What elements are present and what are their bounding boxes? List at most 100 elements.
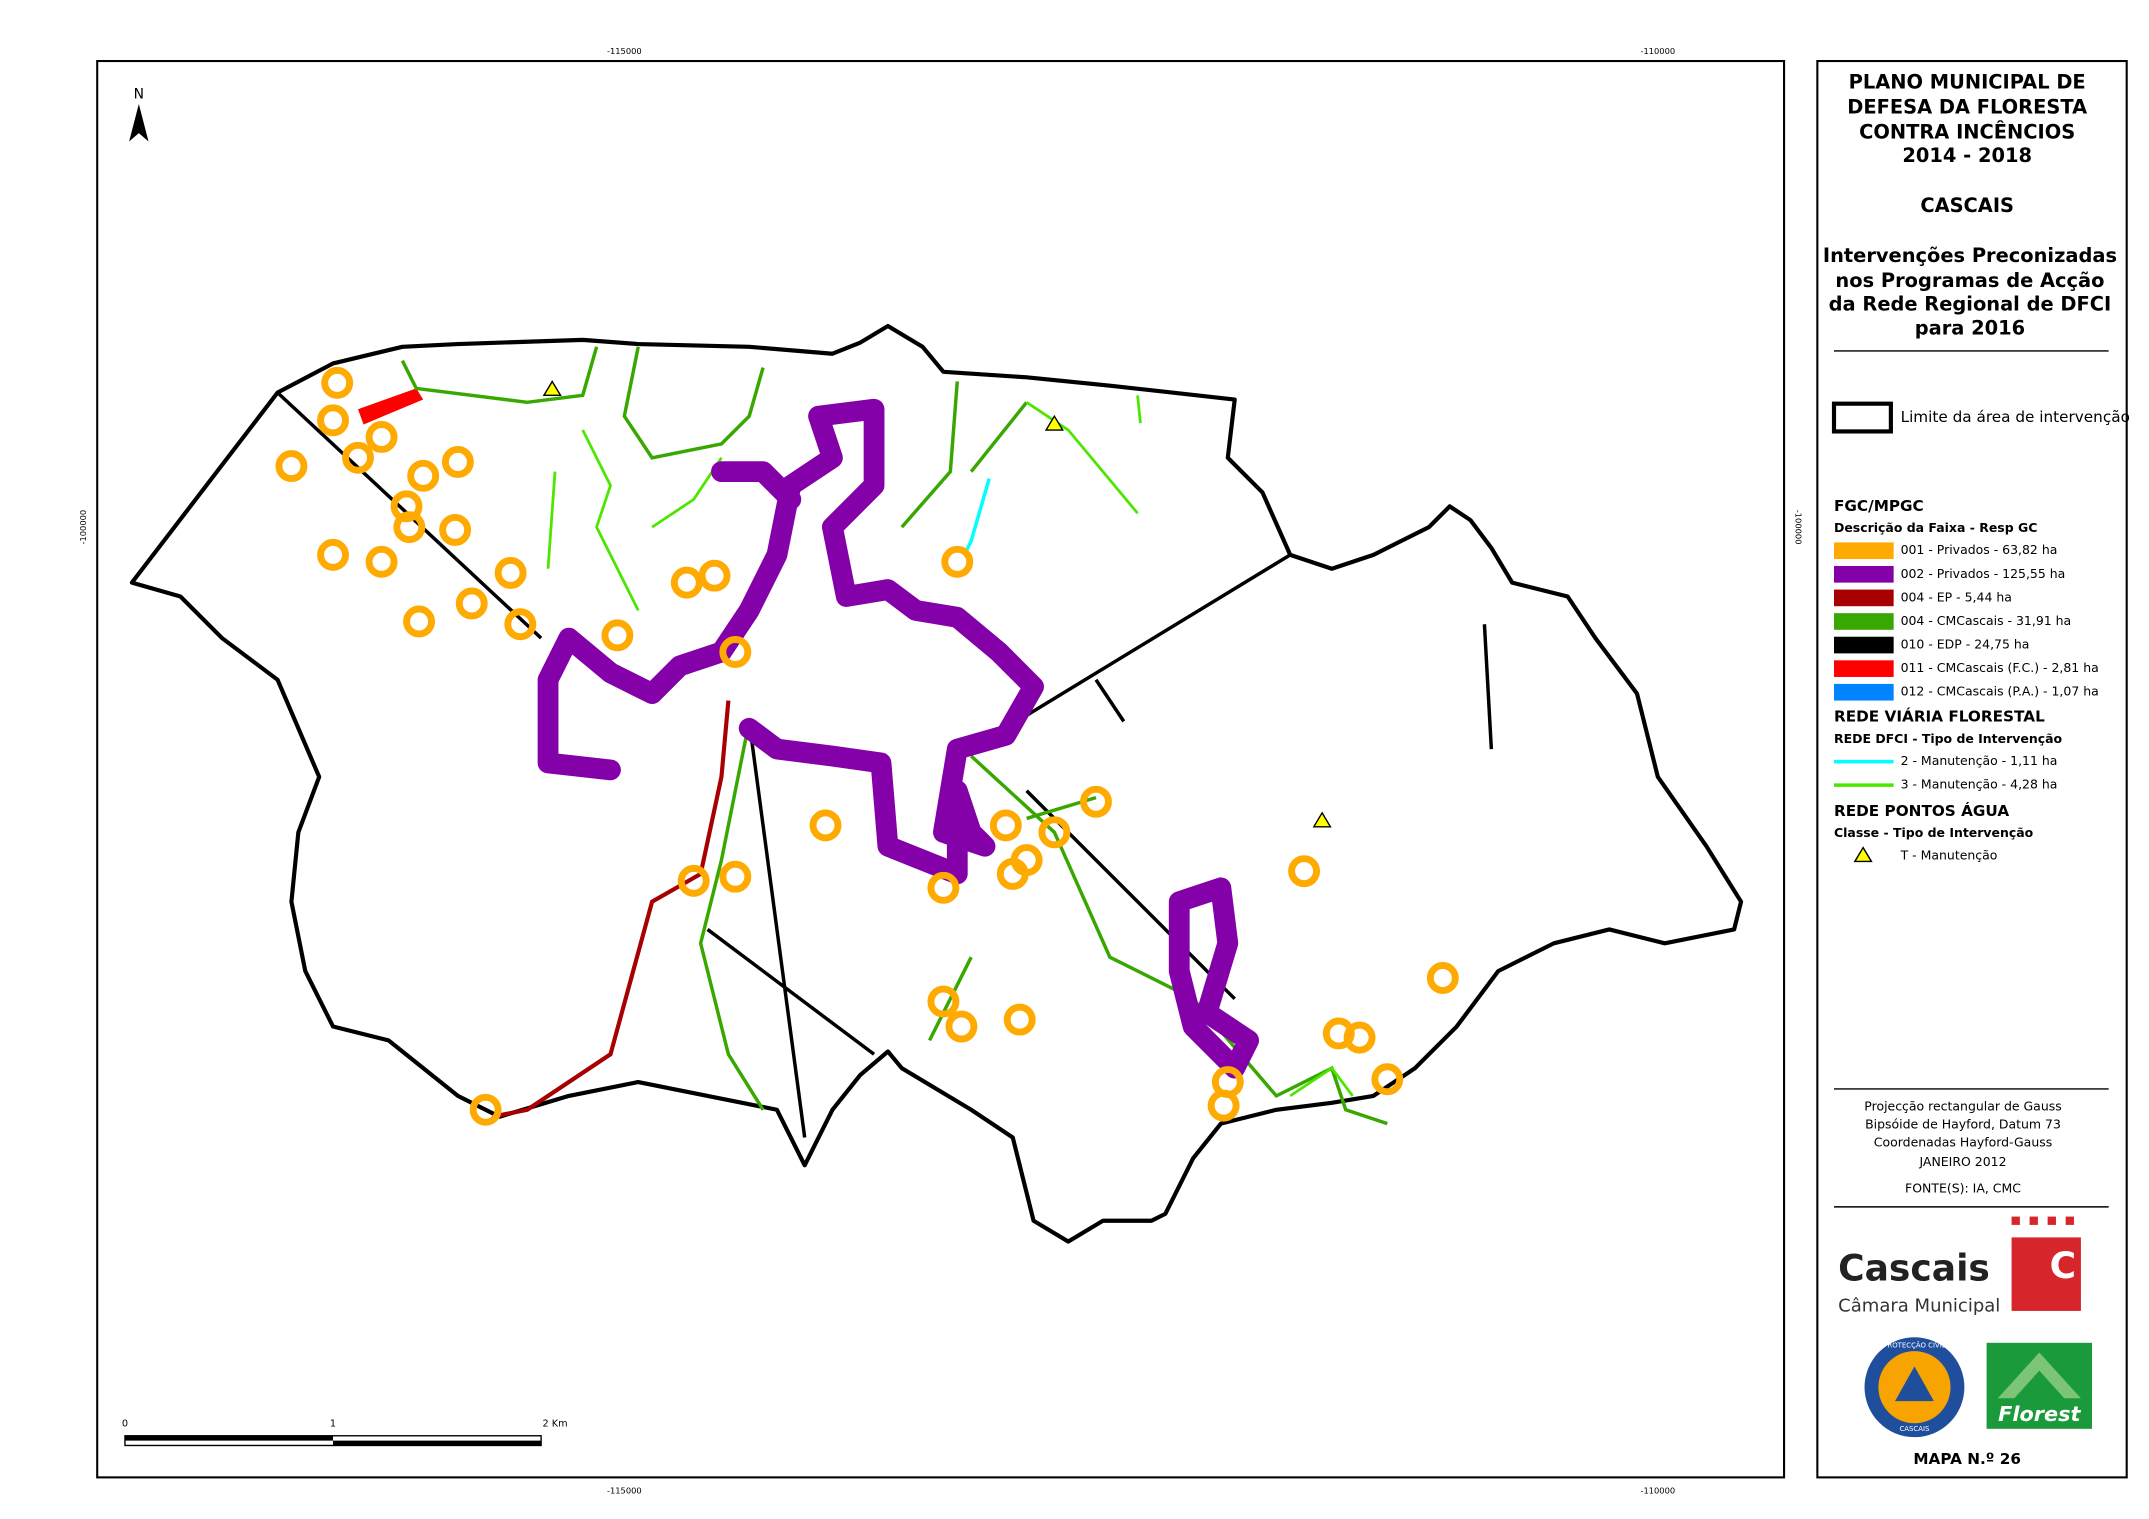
fgc-001-ring — [1010, 844, 1043, 877]
fgc-001-ring — [390, 490, 423, 523]
fgc-001-ring — [1343, 1021, 1376, 1054]
legend-title: FGC/MPGC — [1834, 497, 1924, 515]
legend: FGC/MPGC Descrição da Faixa - Resp GC 001 … — [1834, 497, 2099, 863]
fgc-001-ring — [1003, 1003, 1036, 1036]
legend-icon — [1853, 846, 1873, 863]
scale-label: 2 Km — [542, 1418, 567, 1429]
source: FONTE(S): IA, CMC — [1905, 1180, 2021, 1195]
scale-label: 1 — [330, 1418, 336, 1429]
water-point — [542, 380, 562, 397]
fgc-001-ring — [455, 587, 488, 620]
title-line: 2014 - 2018 — [1902, 144, 2032, 167]
ep-road — [492, 700, 731, 1119]
fgc-001-ring — [504, 608, 537, 641]
logo-text: PROTECÇÃO CIVIL — [1883, 1341, 1946, 1350]
legend-label: 004 - CMCascais - 31,91 ha — [1901, 613, 2072, 628]
fgc-001-ring — [989, 809, 1022, 842]
legend-title: REDE VIÁRIA FLORESTAL — [1834, 707, 2045, 726]
fgc-001 — [275, 366, 1459, 1126]
projection-line: JANEIRO 2012 — [1918, 1154, 2006, 1169]
coord-label: -100000 — [78, 510, 88, 545]
water-point — [1312, 811, 1332, 828]
dfci-roads — [546, 395, 1354, 1098]
legend-swatch — [1834, 636, 1894, 654]
logo-text: Cascais — [1838, 1248, 1990, 1290]
fgc-001-ring — [441, 445, 474, 478]
logo-text: C — [2050, 1245, 2076, 1287]
fgc-001-ring — [719, 860, 752, 893]
logo-dash — [2029, 1216, 2038, 1225]
legend-swatch — [1834, 660, 1894, 677]
legend-swatch — [1834, 565, 1894, 583]
legend-label: 001 - Privados - 63,82 ha — [1901, 542, 2058, 557]
water-point — [1044, 414, 1064, 431]
coord-label: -115000 — [607, 1486, 642, 1496]
boundary — [129, 323, 1744, 1244]
legend-swatch — [1834, 589, 1894, 607]
subtitle-line: da Rede Regional de DFCI — [1829, 293, 2112, 316]
title-line: CONTRA INCÊNCIOS — [1859, 121, 2075, 144]
fgc-001-ring — [1371, 1063, 1404, 1096]
north-label: N — [134, 86, 144, 102]
north-arrow-shape — [129, 104, 149, 142]
fgc-002 — [537, 398, 1259, 1079]
fgc-001-ring — [321, 366, 354, 399]
dfci-road — [1289, 1066, 1354, 1098]
fgc-001-ring — [365, 545, 398, 578]
fgc-001-ring — [275, 450, 308, 483]
logo-dash — [2047, 1216, 2056, 1225]
fgc-001-ring — [1426, 962, 1459, 994]
subtitle-line: nos Programas de Acção — [1835, 269, 2104, 292]
cm-road — [900, 381, 1028, 529]
legend-label: 010 - EDP - 24,75 ha — [1901, 637, 2030, 652]
legend-label: 004 - EP - 5,44 ha — [1901, 589, 2012, 604]
map-number: MAPA N.º 26 — [1913, 1450, 2021, 1468]
legend-subtitle: Descrição da Faixa - Resp GC — [1834, 520, 2037, 535]
fgc-001-ring — [1038, 816, 1071, 849]
fgc-001-ring — [945, 1010, 978, 1043]
subtitle-line: para 2016 — [1915, 316, 2025, 339]
fgc-001-ring — [1080, 785, 1112, 818]
legend-label: 011 - CMCascais (F.C.) - 2,81 ha — [1901, 660, 2099, 675]
legend-label: 012 - CMCascais (P.A.) - 1,07 ha — [1901, 684, 2099, 699]
florest-logo: Florest — [1986, 1342, 2093, 1429]
water-points — [542, 380, 1332, 828]
logo-text: Câmara Municipal — [1838, 1296, 2000, 1317]
dfci-road — [546, 395, 1142, 611]
scale-seg — [124, 1435, 334, 1441]
fgc-001-ring — [601, 619, 634, 652]
boundary-swatch — [1831, 401, 1893, 434]
map-frame — [96, 59, 1786, 1479]
logo-text: CASCAIS — [1899, 1425, 1930, 1433]
legend-subtitle: Classe - Tipo de Intervenção — [1834, 825, 2034, 840]
fgc-001-ring — [469, 1093, 502, 1126]
logo-dash — [2065, 1216, 2074, 1225]
fgc-001-ring — [698, 559, 731, 592]
coord-label: -110000 — [1640, 1486, 1675, 1496]
fgc-001-ring — [1207, 1089, 1240, 1122]
map: N 0 1 2 Km -115000 -110000 -115000 -1100… — [78, 46, 1804, 1496]
cm-road — [622, 346, 765, 460]
fgc-001-ring — [677, 864, 710, 897]
logo-text: Florest — [1998, 1402, 2081, 1426]
projection-line: Bipsóide de Hayford, Datum 73 — [1865, 1117, 2061, 1132]
legend-swatch — [1834, 613, 1894, 630]
scale-seg — [333, 1440, 542, 1446]
boundary-label: Limite da área de intervenção — [1901, 408, 2130, 426]
panel-frame — [1816, 59, 2128, 1479]
legend-subtitle: REDE DFCI - Tipo de Intervenção — [1834, 731, 2063, 746]
civil-logo: PROTECÇÃO CIVIL CASCAIS — [1864, 1337, 1965, 1438]
fgc-001-ring — [927, 871, 960, 904]
fgc-001-ring — [317, 404, 349, 437]
place: CASCAIS — [1920, 194, 2014, 217]
fgc-001-ring — [439, 513, 472, 546]
title-line: DEFESA DA FLORESTA — [1847, 96, 2087, 119]
north-arrow: N — [129, 86, 149, 142]
legend-swatch — [1834, 542, 1894, 560]
cm-road — [698, 721, 765, 1111]
legend-label: 002 - Privados - 125,55 ha — [1901, 566, 2066, 581]
fgc-001-ring — [407, 459, 440, 492]
